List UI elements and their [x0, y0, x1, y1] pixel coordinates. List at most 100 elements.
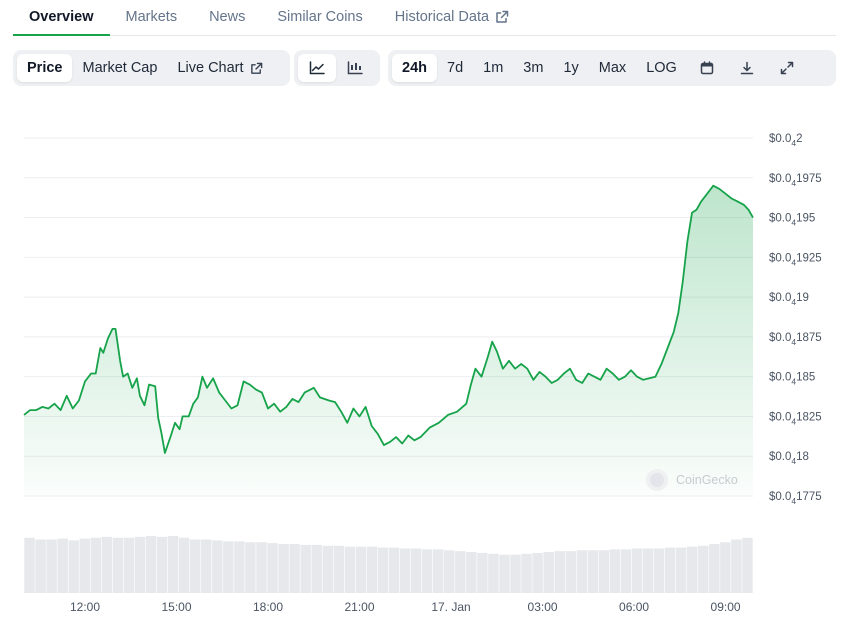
market-cap-button[interactable]: Market Cap: [82, 60, 158, 76]
chart-style-selector: [294, 50, 380, 86]
tab-similar-coins[interactable]: Similar Coins: [277, 0, 362, 36]
y-tick-label: $0.041975: [769, 173, 822, 188]
volume-bar: [709, 544, 720, 593]
tab-label: News: [209, 9, 246, 25]
download-button[interactable]: [727, 54, 767, 82]
volume-bar: [311, 544, 322, 593]
volume-bar: [355, 546, 367, 593]
live-chart-button[interactable]: Live Chart: [167, 54, 272, 82]
range-selector: 24h 7d 1m 3m 1y Max LOG: [388, 50, 836, 86]
volume-bar: [79, 538, 90, 593]
volume-bar: [720, 542, 731, 593]
volume-bar: [521, 553, 532, 593]
watermark-text: CoinGecko: [676, 473, 738, 487]
line-chart-button[interactable]: [298, 54, 336, 82]
volume-bar: [234, 541, 245, 593]
tab-label: Historical Data: [394, 9, 490, 25]
volume-bars: [24, 536, 753, 593]
volume-bar: [664, 547, 676, 593]
volume-bar: [46, 539, 57, 593]
volume-bar: [123, 537, 135, 593]
volume-bar: [455, 551, 466, 593]
volume-bar: [322, 545, 333, 593]
line-chart-icon: [309, 61, 325, 75]
volume-bar: [731, 539, 742, 593]
volume-bar: [267, 543, 278, 593]
volume-bar: [687, 546, 698, 593]
x-tick-label: 15:00: [161, 600, 191, 614]
volume-bar: [35, 539, 46, 593]
y-axis: $0.042 $0.041975 $0.04195 $0.041925 $0.0419 $…: [769, 133, 822, 506]
volume-bar: [421, 549, 433, 593]
tab-news[interactable]: News: [209, 0, 245, 36]
candlestick-button[interactable]: [336, 54, 374, 82]
volume-bar: [466, 552, 477, 593]
volume-bar: [388, 547, 400, 593]
tab-label: Similar Coins: [277, 9, 363, 25]
volume-bar: [587, 550, 599, 593]
volume-bar: [410, 548, 422, 593]
calendar-icon: [700, 61, 714, 75]
x-axis: 12:00 15:00 18:00 21:00 17. Jan 03:00 06:00 09:…: [70, 600, 741, 614]
volume-bar: [256, 542, 267, 593]
volume-bar: [620, 549, 632, 593]
volume-bar: [245, 542, 256, 593]
external-link-icon: [496, 10, 509, 23]
tab-markets[interactable]: Markets: [126, 0, 178, 36]
volume-bar: [68, 540, 79, 593]
range-24h-button[interactable]: 24h: [392, 54, 437, 82]
tab-overview[interactable]: Overview: [13, 0, 110, 36]
x-tick-label: 03:00: [528, 600, 558, 614]
x-tick-label: 17. Jan: [431, 600, 470, 614]
range-7d-button[interactable]: 7d: [447, 60, 464, 76]
y-tick-label: $0.04185: [769, 372, 815, 387]
range-max-button[interactable]: Max: [598, 60, 627, 76]
volume-bar: [201, 539, 212, 593]
download-icon: [740, 61, 754, 75]
tab-historical-data[interactable]: Historical Data: [395, 0, 509, 36]
y-tick-label: $0.041825: [769, 411, 822, 426]
volume-bar: [90, 537, 102, 593]
candlestick-icon: [347, 61, 363, 75]
volume-bar: [399, 548, 411, 593]
volume-bar: [653, 548, 665, 593]
volume-bar: [189, 539, 201, 593]
log-scale-button[interactable]: LOG: [646, 60, 677, 76]
x-tick-label: 21:00: [345, 600, 375, 614]
price-button[interactable]: Price: [17, 54, 73, 82]
volume-bar: [675, 547, 687, 593]
volume-bar: [344, 546, 356, 593]
volume-bar: [742, 537, 753, 593]
volume-bar: [698, 545, 709, 593]
tab-label: Markets: [125, 9, 178, 25]
volume-bar: [212, 540, 223, 593]
volume-bar: [432, 549, 444, 593]
y-tick-label: $0.041925: [769, 252, 822, 267]
volume-bar: [223, 541, 234, 593]
volume-bar: [510, 554, 521, 593]
x-tick-label: 06:00: [619, 600, 649, 614]
calendar-button[interactable]: [687, 54, 727, 82]
range-3m-button[interactable]: 3m: [523, 60, 544, 76]
volume-bar: [477, 552, 488, 593]
volume-bar: [57, 538, 68, 593]
live-chart-label: Live Chart: [177, 60, 244, 76]
range-1y-button[interactable]: 1y: [563, 60, 579, 76]
y-tick-label: $0.0418: [769, 451, 809, 466]
volume-bar: [598, 550, 610, 593]
volume-bar: [609, 549, 621, 593]
volume-bar: [112, 537, 124, 593]
fullscreen-button[interactable]: [767, 54, 807, 82]
y-tick-label: $0.041775: [769, 491, 822, 506]
x-tick-label: 12:00: [70, 600, 100, 614]
volume-bar: [488, 553, 499, 593]
volume-bar: [565, 551, 576, 593]
volume-bar: [554, 551, 565, 593]
y-tick-label: $0.041875: [769, 332, 822, 347]
range-1m-button[interactable]: 1m: [483, 60, 504, 76]
tab-label: Overview: [29, 9, 94, 25]
volume-bar: [377, 547, 389, 593]
tab-bar: Overview Markets News Similar Coins Hist…: [13, 0, 836, 36]
volume-bar: [178, 537, 190, 593]
